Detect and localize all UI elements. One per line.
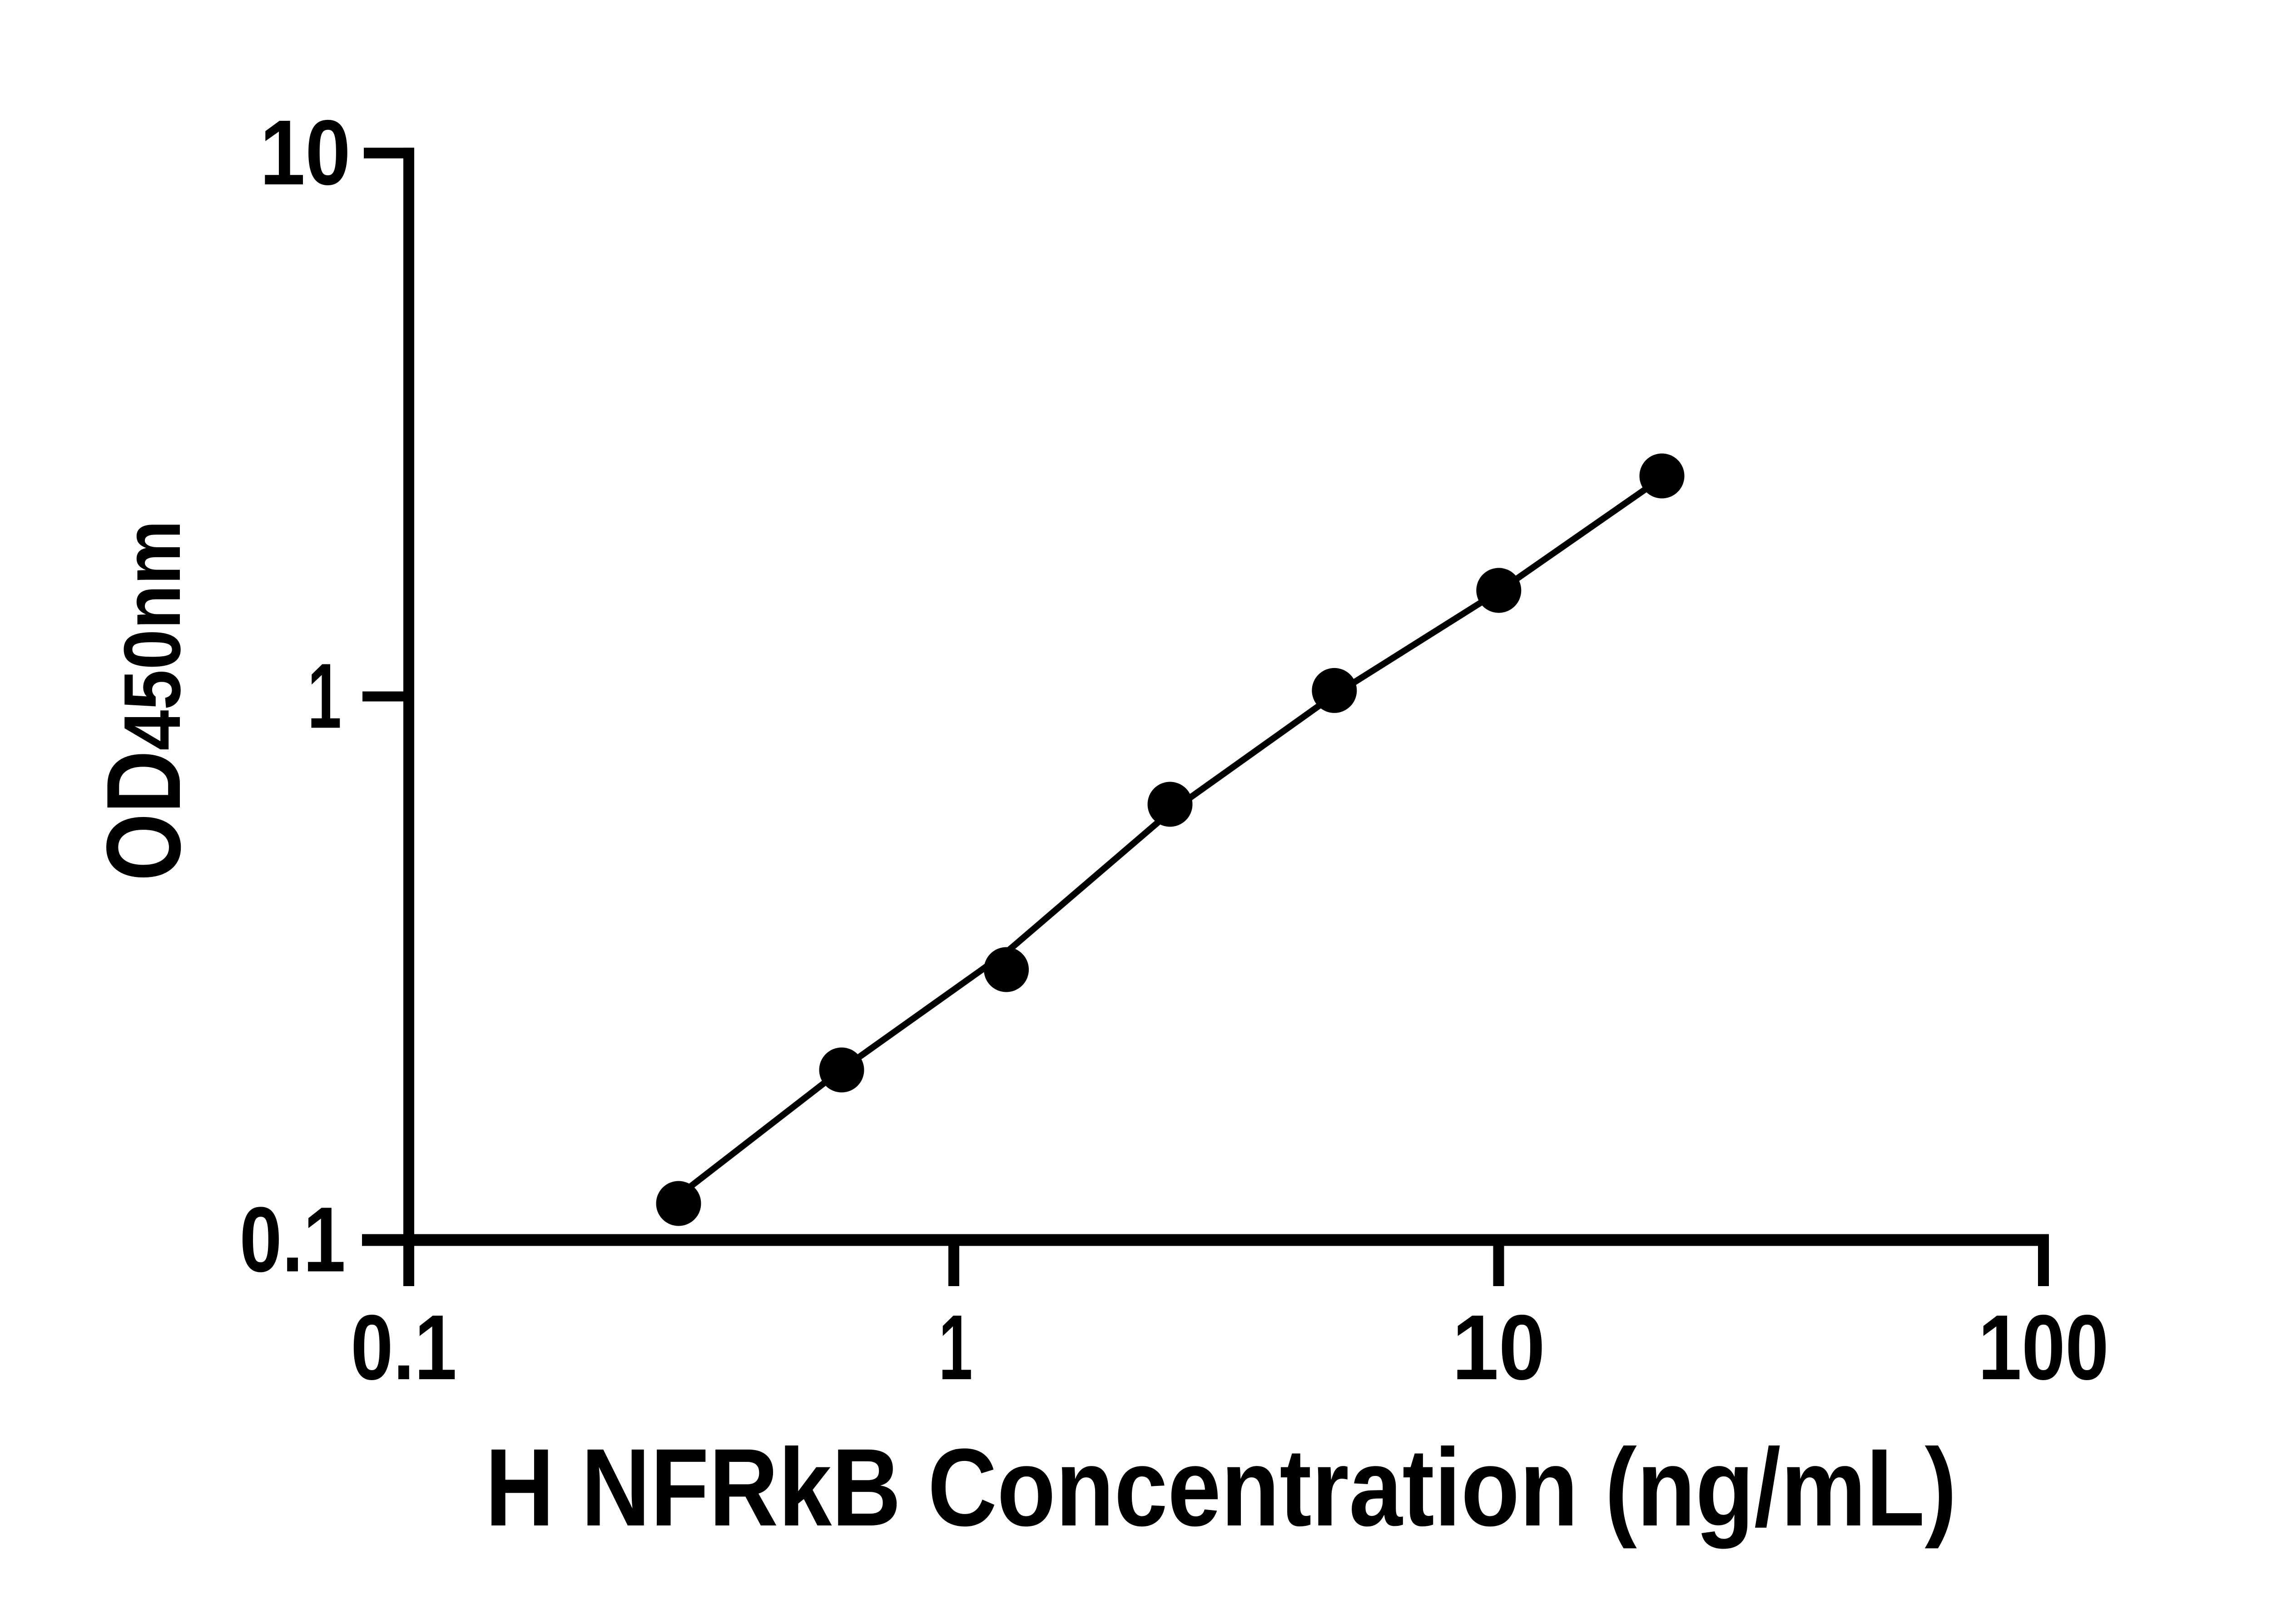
svg-text:10: 10 [260, 101, 351, 204]
svg-text:1: 1 [939, 1296, 973, 1399]
svg-text:1: 1 [307, 645, 342, 748]
svg-text:100: 100 [1978, 1296, 2109, 1399]
svg-text:OD: OD [85, 751, 203, 881]
svg-text:10: 10 [1452, 1296, 1545, 1399]
svg-text:450nm: 450nm [107, 520, 197, 751]
svg-text:0.1: 0.1 [239, 1188, 346, 1292]
svg-text:0.1: 0.1 [351, 1296, 457, 1399]
svg-text:H NFRkB Concentration (ng/mL): H NFRkB Concentration (ng/mL) [485, 1426, 1957, 1549]
